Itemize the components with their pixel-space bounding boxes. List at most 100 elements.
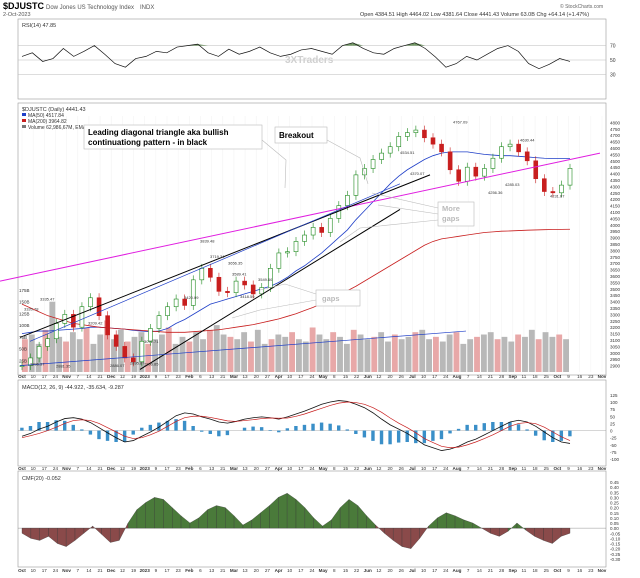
candle-body — [507, 143, 513, 148]
macd-histogram-bar — [491, 422, 495, 431]
rsi-overbought-fill — [352, 42, 364, 46]
volume-bar — [172, 343, 179, 372]
price-label: 2896.37 — [30, 362, 45, 367]
candle-body — [430, 137, 436, 145]
cmf-tick: -0.05 — [610, 531, 621, 536]
x-axis-label: Oct — [554, 466, 562, 471]
cmf-area-segment — [561, 527, 571, 537]
cmf-tick: -0.15 — [610, 542, 621, 547]
volume-bar — [474, 336, 480, 372]
candle-body — [524, 151, 530, 162]
price-label: 4285.03 — [505, 182, 520, 187]
cmf-area-segment — [110, 527, 120, 543]
volume-bar — [528, 329, 535, 372]
x-axis-label: 28 — [499, 374, 505, 379]
volume-bar — [152, 339, 158, 372]
volume-bar — [357, 334, 364, 372]
x-axis-label: Jun — [364, 568, 372, 573]
ann-tri-2: continuationg pattern - in black — [88, 138, 208, 147]
volume-bar — [405, 336, 412, 372]
volume-bar — [124, 341, 131, 372]
macd-histogram-bar — [63, 420, 67, 431]
x-axis-label: 2023 — [140, 568, 151, 573]
x-axis-label: 9 — [567, 466, 570, 471]
x-axis-label: Oct — [18, 568, 26, 573]
volume-bar — [371, 336, 378, 372]
volume-bar — [419, 329, 426, 372]
volume-bar — [165, 327, 172, 372]
volume-bar — [323, 339, 330, 372]
x-axis-label: 16 — [577, 374, 583, 379]
volume-bar — [97, 334, 104, 372]
candle-body — [199, 268, 205, 281]
x-axis-label: 27 — [265, 374, 271, 379]
price-tick: 3500 — [610, 287, 621, 292]
price-tick: 4650 — [610, 140, 621, 145]
volume-bar — [131, 336, 138, 372]
macd-histogram-bar — [311, 423, 315, 431]
candle-body — [379, 152, 384, 160]
volume-bar — [508, 341, 515, 372]
annotation-breakout: Breakout — [274, 126, 369, 185]
candle-body — [490, 157, 496, 169]
macd-histogram-bar — [431, 430, 435, 441]
x-axis-label: 14 — [477, 374, 483, 379]
rsi-label: RSI(14) 47.85 — [22, 23, 56, 29]
volume-bar — [28, 334, 35, 372]
x-axis-label: 19 — [131, 466, 137, 471]
volume-tick: 75B — [19, 335, 27, 340]
x-axis-label: Nov — [62, 466, 71, 471]
x-axis-label: 7 — [467, 568, 470, 573]
price-tick: 3200 — [610, 325, 621, 330]
x-axis-label: 21 — [488, 374, 494, 379]
volume-bar — [63, 341, 69, 372]
x-axis-label: 8 — [333, 466, 336, 471]
price-tick: 4750 — [610, 127, 621, 132]
x-axis-label: 17 — [42, 374, 48, 379]
price-tick: 4550 — [610, 152, 621, 157]
x-axis-label: 16 — [577, 568, 583, 573]
x-axis-label: 6 — [199, 374, 202, 379]
candle-body — [259, 287, 265, 295]
x-axis-label: Feb — [185, 374, 193, 379]
price-tick: 3550 — [610, 280, 621, 285]
cmf-tick: -0.10 — [610, 536, 621, 541]
x-axis-label: 15 — [343, 374, 349, 379]
x-axis-label: Sep — [509, 374, 518, 379]
volume-bar — [426, 339, 432, 372]
macd-histogram-bar — [225, 430, 230, 436]
x-axis-label: 12 — [120, 568, 126, 573]
x-axis-label: May — [319, 568, 328, 573]
price-tick: 4100 — [610, 210, 621, 215]
price-label: 2881.35 — [56, 364, 71, 369]
x-axis-label: 10 — [287, 374, 293, 379]
volume-layer — [22, 301, 569, 372]
x-axis-label: 28 — [499, 466, 505, 471]
price-tick: 3700 — [610, 261, 621, 266]
x-axis-label: 10 — [287, 466, 293, 471]
macd-tick: 50 — [610, 414, 616, 419]
cmf-tick: -0.20 — [610, 547, 621, 552]
macd-histogram-bar — [131, 430, 135, 435]
candle-body — [131, 357, 136, 363]
volume-bar — [186, 341, 193, 372]
volume-bar — [480, 334, 487, 372]
x-axis-label: 9 — [567, 568, 570, 573]
macd-histogram-bar — [140, 427, 144, 431]
candle-body — [353, 174, 359, 196]
price-tick: 3000 — [610, 351, 621, 356]
volume-bar — [330, 332, 337, 372]
macd-signal-line — [21, 401, 571, 449]
volume-bar — [234, 339, 241, 372]
x-axis-label: Nov — [62, 374, 71, 379]
x-axis-label: Aug — [453, 466, 462, 471]
chart-ohlc: Open 4384.51 High 4464.02 Low 4381.64 Cl… — [360, 12, 589, 18]
x-axis-label: Feb — [185, 568, 193, 573]
x-axis-label: 13 — [209, 374, 215, 379]
price-label: 3549.66 — [258, 277, 273, 282]
cmf-tick: 0.30 — [610, 495, 619, 500]
candle-body — [456, 169, 461, 182]
channel-upper-line — [29, 183, 401, 342]
cmf-tick: 0.15 — [610, 511, 619, 516]
volume-bar — [501, 336, 508, 372]
